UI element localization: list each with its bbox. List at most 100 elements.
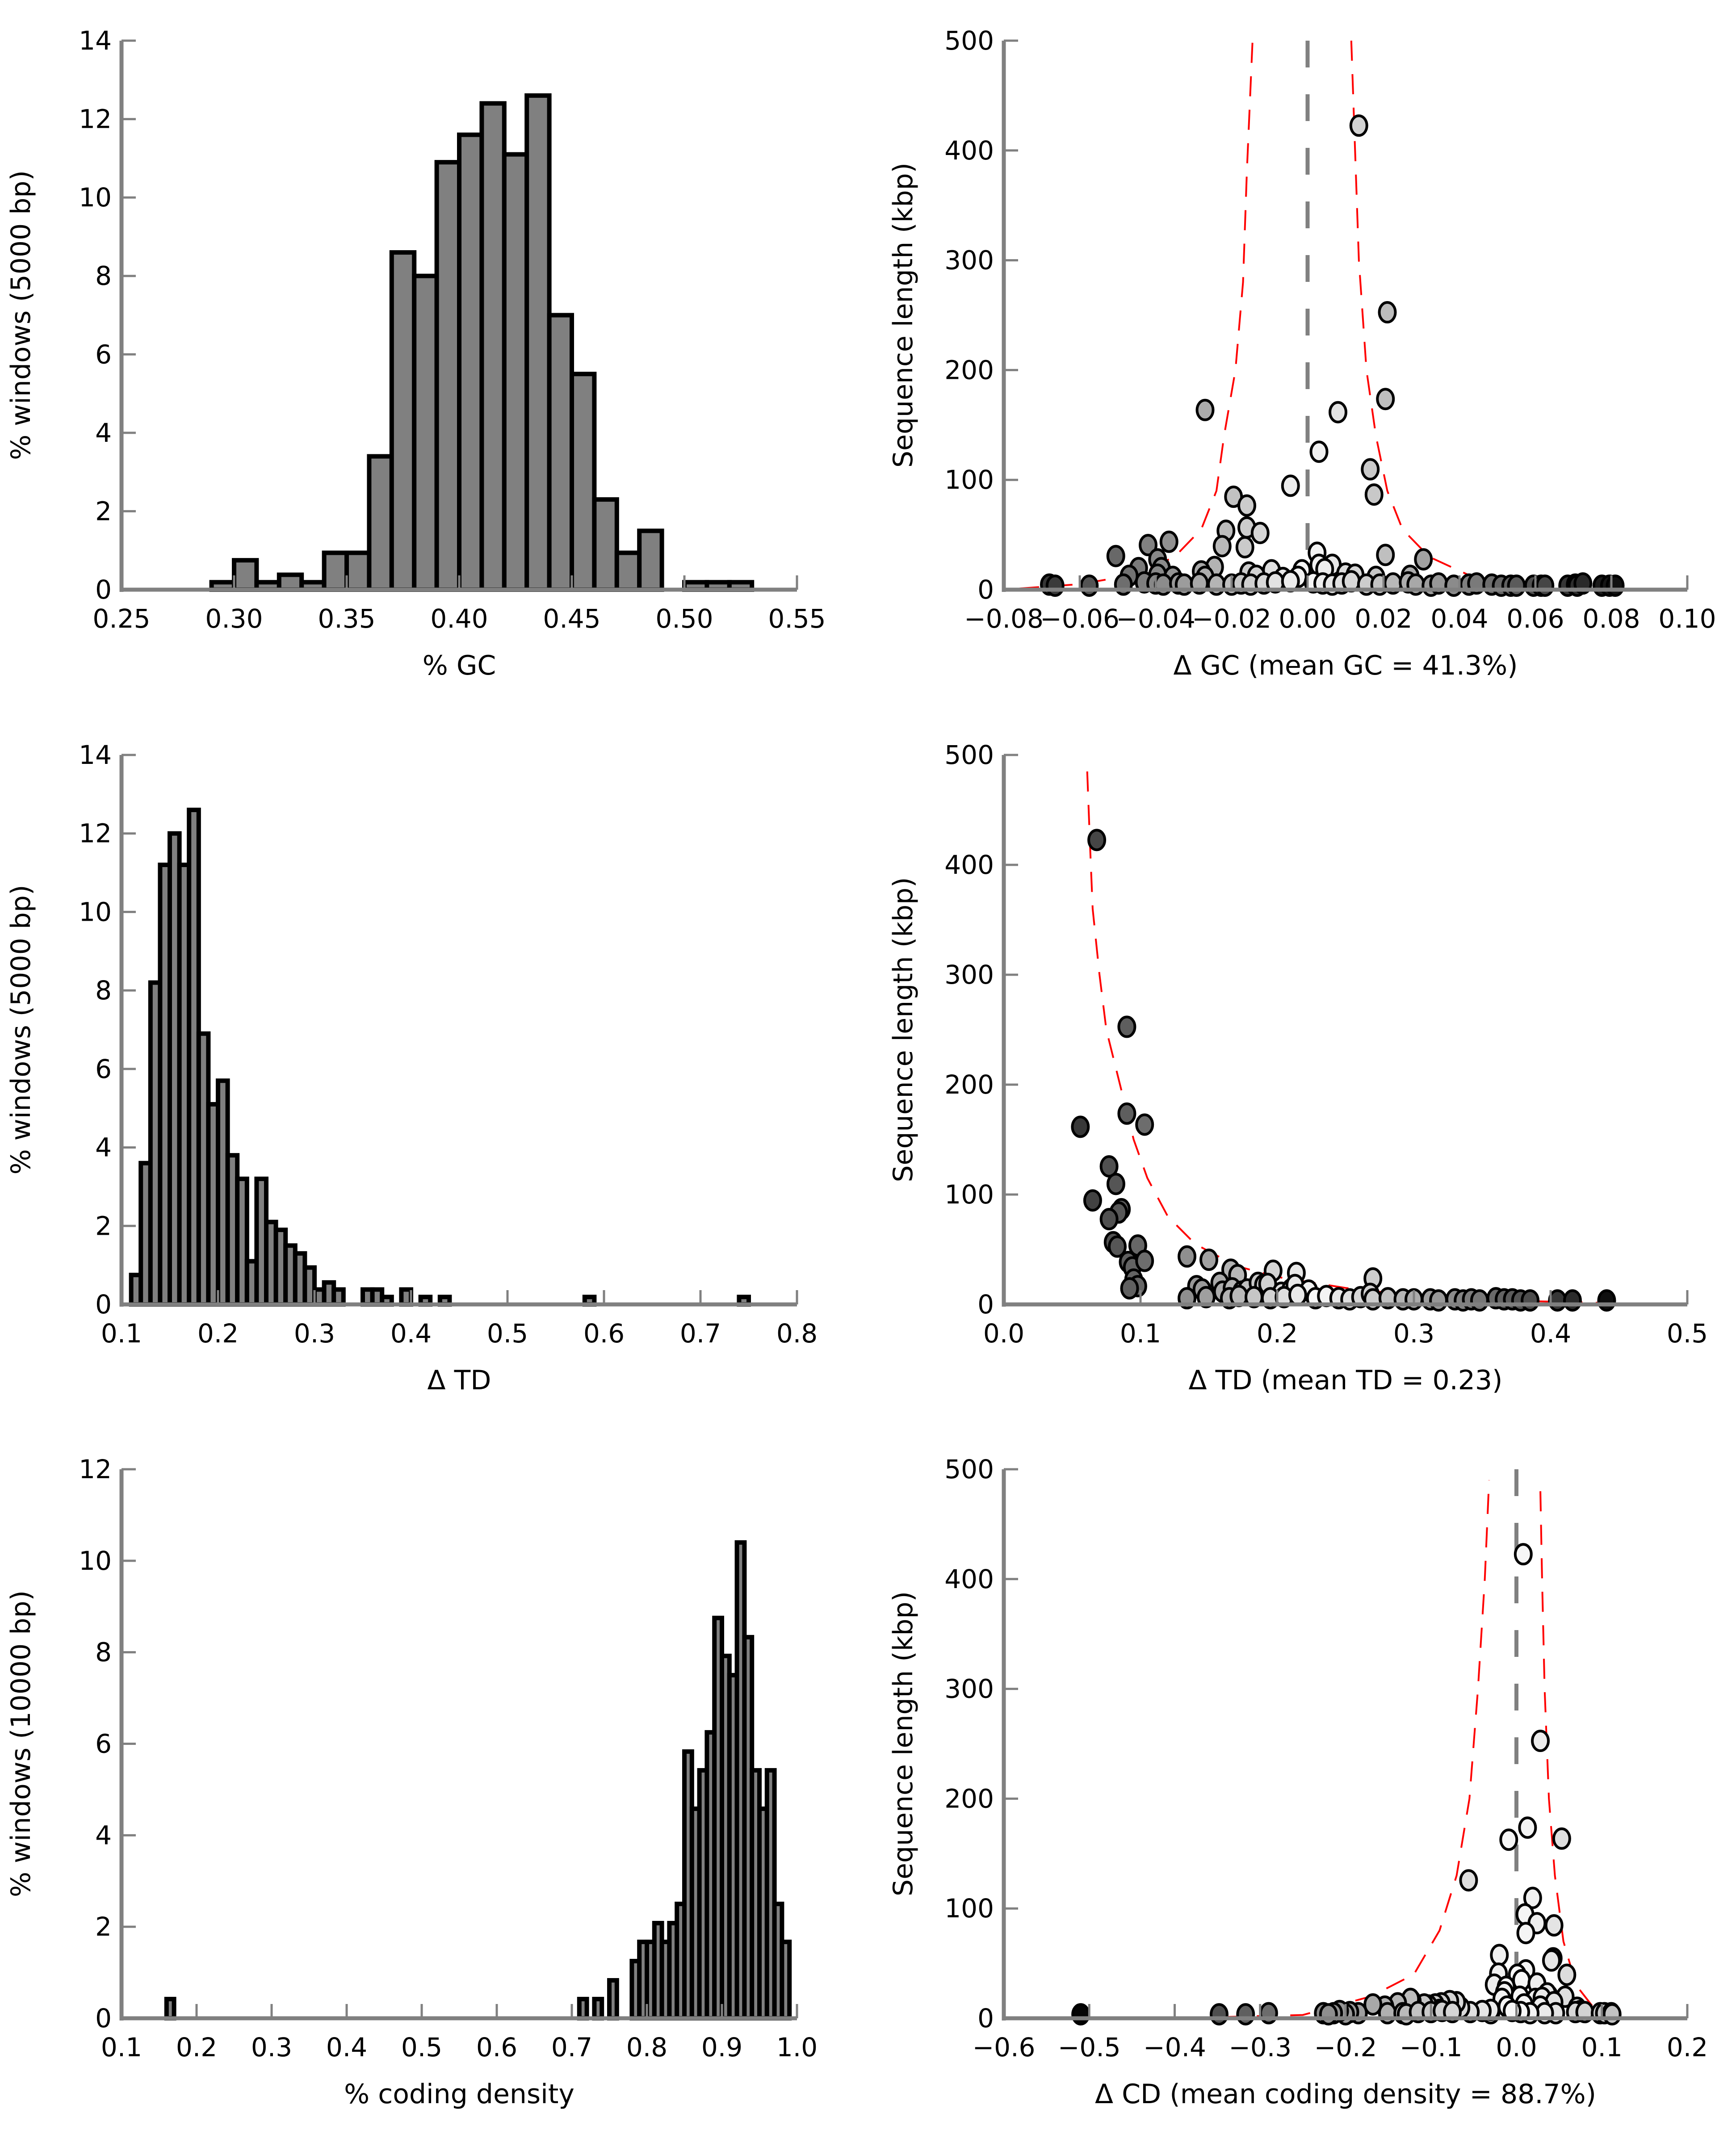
scatter-point: [1071, 2003, 1090, 2026]
scatter-point: [1516, 1922, 1535, 1945]
x-tick-label: 0.4: [326, 2032, 367, 2063]
x-tick-label: 0.00: [1279, 604, 1336, 634]
x-tick-label: −0.02: [1192, 604, 1271, 634]
y-tick-label: 8: [95, 1637, 112, 1668]
histogram-bar: [434, 160, 461, 592]
scatter-point: [1117, 1015, 1136, 1038]
histogram-bar: [164, 1996, 176, 2021]
scatter-point: [1107, 1235, 1127, 1258]
x-tick-label: 0.02: [1354, 604, 1412, 634]
y-tick-label: 8: [95, 975, 112, 1006]
x-tick-label: 0.04: [1430, 604, 1488, 634]
scatter-point: [1376, 388, 1395, 411]
x-tick-label: −0.6: [973, 2032, 1036, 2063]
histogram-bar: [232, 558, 259, 592]
y-tick-label: 0: [95, 574, 112, 605]
scatter-point: [1535, 574, 1555, 597]
histogram-bar: [547, 313, 574, 592]
y-tick-label: 300: [944, 245, 994, 276]
x-tick-label: 0.9: [701, 2032, 742, 2063]
x-tick-label: −0.2: [1314, 2032, 1377, 2063]
scatter-point: [1281, 474, 1300, 497]
histogram-bar: [607, 1978, 619, 2021]
x-tick-label: 0.0: [983, 1318, 1024, 1349]
scatter-point: [1250, 522, 1270, 545]
x-axis-label: Δ TD: [428, 1365, 491, 1396]
fit-bound-left-line: [1086, 771, 1619, 1304]
y-tick-label: 500: [944, 1454, 994, 1484]
scatter-point: [1117, 1102, 1136, 1125]
scatter-point: [1499, 1828, 1518, 1851]
x-tick-label: 0.45: [543, 604, 600, 634]
scatter-point: [1597, 1289, 1616, 1312]
x-tick-label: 0.50: [655, 604, 713, 634]
histogram-bar: [344, 550, 372, 592]
y-tick-label: 100: [944, 465, 994, 495]
scatter-point: [1542, 1949, 1561, 1972]
x-tick-label: 0.3: [251, 2032, 292, 2063]
y-tick-label: 6: [95, 339, 112, 369]
x-axis-label: % GC: [423, 650, 496, 681]
scatter-point: [1364, 483, 1384, 506]
histogram-bar: [367, 454, 394, 592]
x-axis-label: Δ GC (mean GC = 41.3%): [1173, 650, 1518, 681]
scatter-point: [1196, 1286, 1216, 1308]
histogram-bar: [389, 250, 417, 592]
scatter-point: [1159, 530, 1178, 553]
scatter-point: [1376, 544, 1395, 566]
x-tick-label: −0.04: [1116, 604, 1195, 634]
x-axis-label: Δ TD (mean TD = 0.23): [1189, 1365, 1503, 1396]
y-tick-label: 12: [79, 818, 112, 849]
y-tick-label: 10: [79, 1546, 112, 1576]
x-tick-label: 0.8: [626, 2032, 667, 2063]
y-tick-label: 400: [944, 135, 994, 166]
x-tick-label: 0.6: [583, 1318, 625, 1349]
scatter-point: [1429, 1289, 1448, 1312]
x-tick-label: 0.55: [768, 604, 826, 634]
cd-scatter-panel: 0 100 200 300 400 500 −0.6 −0.5 −0.4 −0.3 −0.2 −0.1…: [888, 1454, 1708, 2110]
x-tick-label: 0.4: [1530, 1318, 1571, 1349]
scatter-point: [1544, 1914, 1564, 1937]
scatter-point: [1309, 440, 1329, 463]
scatter-point: [1548, 1289, 1567, 1312]
gc-scatter-panel: 0 100 200 300 400 500 −0.08−0.06−0.04−0.02 0.00…: [888, 25, 1716, 681]
x-tick-label: 0.25: [92, 604, 150, 634]
x-tick-label: −0.3: [1229, 2032, 1292, 2063]
histogram-bar: [592, 497, 619, 592]
scatter-point: [1319, 2003, 1338, 2026]
histogram-bar: [331, 1287, 346, 1307]
td-histogram-panel: 0 2 4 6 8 10 12 14 0.1 0.2 0.3 0.4 0.5 0.6 0.7 0.8 Δ TD%…: [5, 740, 818, 1396]
y-tick-label: 0: [977, 2003, 994, 2033]
y-tick-label: 200: [944, 355, 994, 385]
x-tick-label: 0.7: [680, 1318, 721, 1349]
y-tick-label: 200: [944, 1783, 994, 1814]
x-tick-label: 0.3: [294, 1318, 335, 1349]
x-tick-label: 0.2: [1257, 1318, 1298, 1349]
scatter-point: [1071, 1115, 1090, 1138]
y-tick-label: 6: [95, 1054, 112, 1084]
scatter-point: [1135, 1113, 1154, 1136]
scatter-point: [1518, 1816, 1537, 1839]
y-tick-label: 4: [95, 1820, 112, 1850]
scatter-point: [1237, 494, 1256, 517]
y-tick-label: 12: [79, 1454, 112, 1484]
scatter-point: [1490, 1944, 1509, 1966]
scatter-point: [1087, 829, 1107, 851]
scatter-point: [1106, 545, 1125, 567]
x-tick-label: 0.2: [197, 1318, 239, 1349]
x-tick-label: 0.2: [176, 2032, 217, 2063]
scatter-point: [1329, 401, 1347, 423]
y-axis-label: Sequence length (kbp): [888, 877, 919, 1182]
x-axis-label: % coding density: [344, 2079, 574, 2110]
y-axis-label: % windows (5000 bp): [5, 885, 37, 1175]
x-tick-label: 0.2: [1667, 2032, 1708, 2063]
x-tick-label: 0.1: [1120, 1318, 1161, 1349]
histogram-bar: [502, 152, 529, 592]
scatter-point: [1459, 1869, 1478, 1892]
histogram-bar: [780, 1939, 792, 2021]
y-tick-label: 0: [95, 1289, 112, 1320]
y-tick-label: 100: [944, 1893, 994, 1924]
x-tick-label: 0.7: [551, 2032, 592, 2063]
scatter-point: [1563, 1289, 1582, 1312]
y-tick-label: 200: [944, 1069, 994, 1100]
